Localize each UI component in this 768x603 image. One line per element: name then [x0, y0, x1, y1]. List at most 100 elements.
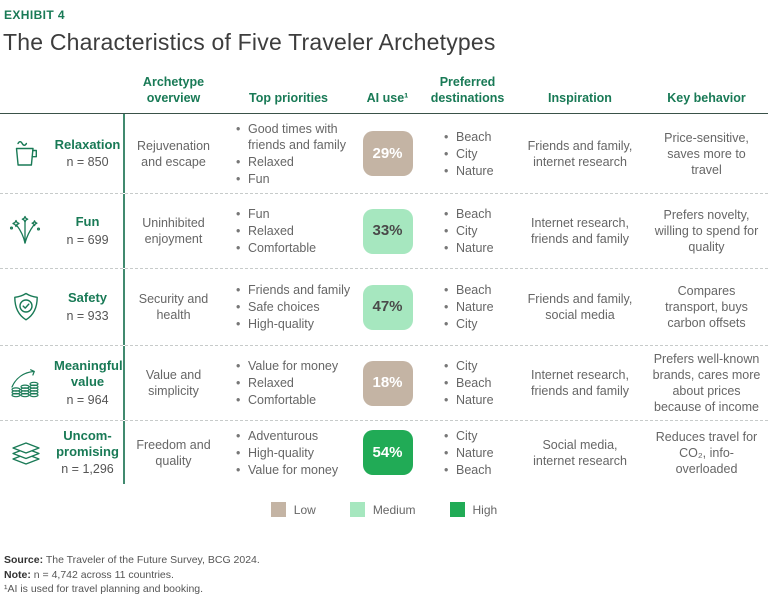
table-row-safety: Safety n = 933 Security and health Frien… — [0, 269, 768, 346]
column-header-priorities: Top priorities — [249, 90, 328, 105]
behavior-text: Compares transport, buys carbon offsets — [665, 284, 748, 330]
destination-item: Nature — [444, 299, 515, 315]
inspiration-text: Internet research, friends and family — [531, 216, 629, 246]
behavior-text: Prefers novelty, willing to spend for qu… — [654, 208, 759, 254]
priority-item: Good times with friends and family — [236, 121, 355, 153]
archetype-name: Uncom­promising — [56, 427, 119, 459]
priority-item: High-quality — [236, 445, 355, 461]
overview-text: Rejuvenation and escape — [137, 138, 210, 169]
archetype-name: Relaxation — [54, 136, 121, 152]
overview-text: Freedom and quality — [136, 437, 211, 468]
destinations-list: City Nature Beach — [420, 427, 515, 479]
ai-use-legend: Low Medium High — [0, 502, 768, 517]
footnote-line: ¹AI is used for travel planning and book… — [4, 582, 204, 595]
archetype-n: n = 699 — [66, 232, 109, 247]
destination-item: City — [444, 428, 515, 444]
destinations-list: Beach City Nature — [420, 205, 515, 257]
archetype-table: Archetype overview Top priorities AI use… — [0, 70, 768, 484]
behavior-text: Reduces travel for CO₂, info-overloaded — [655, 429, 758, 476]
column-header-destinations: Preferred destinations — [430, 74, 505, 105]
destination-item: Beach — [444, 375, 515, 391]
priorities-list: Fun Relaxed Comfortable — [222, 205, 355, 257]
priority-item: Fun — [236, 206, 355, 222]
legend-swatch-high — [449, 502, 465, 517]
source-line: Source: The Traveler of the Future Surve… — [4, 554, 260, 567]
legend-label: High — [472, 502, 498, 517]
table-row-fun: Fun n = 699 Uninhibited enjoyment Fun Re… — [0, 194, 768, 269]
priority-item: Safe choices — [236, 299, 355, 315]
overview-text: Uninhibited enjoyment — [142, 216, 205, 246]
column-header-inspiration: Inspiration — [548, 90, 612, 105]
overview-text: Value and simplicity — [145, 368, 202, 398]
page-title: The Characteristics of Five Traveler Arc… — [3, 29, 496, 55]
ai-use-badge: 29% — [362, 131, 413, 176]
legend-swatch-low — [270, 502, 286, 517]
column-header-overview: Archetype overview — [142, 74, 205, 105]
priority-item: Friends and family — [236, 282, 355, 298]
priority-item: Comfortable — [236, 240, 355, 256]
archetype-n: n = 1,296 — [61, 462, 114, 477]
inspiration-text: Internet research, friends and family — [531, 368, 629, 398]
priorities-list: Adventurous High-quality Value for money — [222, 427, 355, 479]
priorities-list: Friends and family Safe choices High-qua… — [222, 281, 355, 333]
priority-item: Fun — [236, 171, 355, 187]
legend-item-medium: Medium — [349, 502, 416, 517]
destination-item: Beach — [444, 462, 515, 478]
table-row-meaningful-value: Meaningful value n = 964 Value and simpl… — [0, 346, 768, 421]
mug-icon — [0, 114, 52, 193]
archetype-cell: Relaxation n = 850 — [52, 114, 125, 193]
behavior-text: Prefers well-known brands, cares more ab… — [652, 352, 761, 414]
inspiration-text: Friends and family, social media — [527, 292, 633, 322]
priority-item: Relaxed — [236, 375, 355, 391]
archetype-cell: Safety n = 933 — [52, 269, 125, 345]
priorities-list: Good times with friends and family Relax… — [222, 120, 355, 188]
destination-item: Nature — [444, 163, 515, 179]
legend-item-high: High — [449, 502, 498, 517]
archetype-cell: Fun n = 699 — [52, 194, 125, 268]
destination-item: Beach — [444, 206, 515, 222]
archetype-name: Fun — [75, 214, 100, 230]
table-row-relaxation: Relaxation n = 850 Rejuvenation and esca… — [0, 114, 768, 194]
ai-use-badge: 33% — [362, 208, 413, 254]
archetype-name: Safety — [67, 290, 108, 306]
column-header-behavior: Key behavior — [667, 90, 746, 105]
fireworks-icon — [0, 194, 52, 268]
legend-label: Low — [293, 502, 316, 517]
ai-use-badge: 18% — [362, 360, 413, 406]
destinations-list: Beach City Nature — [420, 128, 515, 180]
ai-use-badge: 54% — [362, 430, 413, 475]
ai-use-cell: 47% — [355, 284, 420, 330]
priority-item: Adventurous — [236, 428, 355, 444]
destination-item: City — [444, 358, 515, 374]
coins-growth-icon — [0, 346, 52, 420]
priority-item: Relaxed — [236, 154, 355, 170]
overview-text: Security and health — [138, 292, 209, 322]
exhibit-label: EXHIBIT 4 — [4, 8, 65, 22]
ai-use-cell: 18% — [355, 360, 420, 406]
archetype-n: n = 850 — [66, 155, 109, 170]
destination-item: City — [444, 316, 515, 332]
destinations-list: Beach Nature City — [420, 281, 515, 333]
priority-item: Relaxed — [236, 223, 355, 239]
legend-item-low: Low — [270, 502, 316, 517]
ai-use-cell: 54% — [355, 430, 420, 475]
archetype-n: n = 964 — [66, 392, 109, 407]
destination-item: Nature — [444, 392, 515, 408]
behavior-text: Price-sensitive, saves more to travel — [664, 130, 749, 177]
destination-item: Nature — [444, 240, 515, 256]
archetype-n: n = 933 — [66, 308, 109, 323]
priority-item: High-quality — [236, 316, 355, 332]
layers-icon — [0, 421, 52, 484]
inspiration-text: Social media, internet research — [533, 437, 627, 468]
destination-item: Nature — [444, 445, 515, 461]
legend-swatch-medium — [349, 502, 365, 517]
ai-use-badge: 47% — [362, 284, 413, 330]
table-row-uncompromising: Uncom­promising n = 1,296 Freedom and qu… — [0, 421, 768, 484]
ai-use-cell: 33% — [355, 208, 420, 254]
priority-item: Value for money — [236, 358, 355, 374]
ai-use-cell: 29% — [355, 131, 420, 176]
inspiration-text: Friends and family, internet research — [527, 138, 633, 169]
priorities-list: Value for money Relaxed Comfortable — [222, 357, 355, 409]
footer: Source: The Traveler of the Future Surve… — [4, 553, 260, 596]
